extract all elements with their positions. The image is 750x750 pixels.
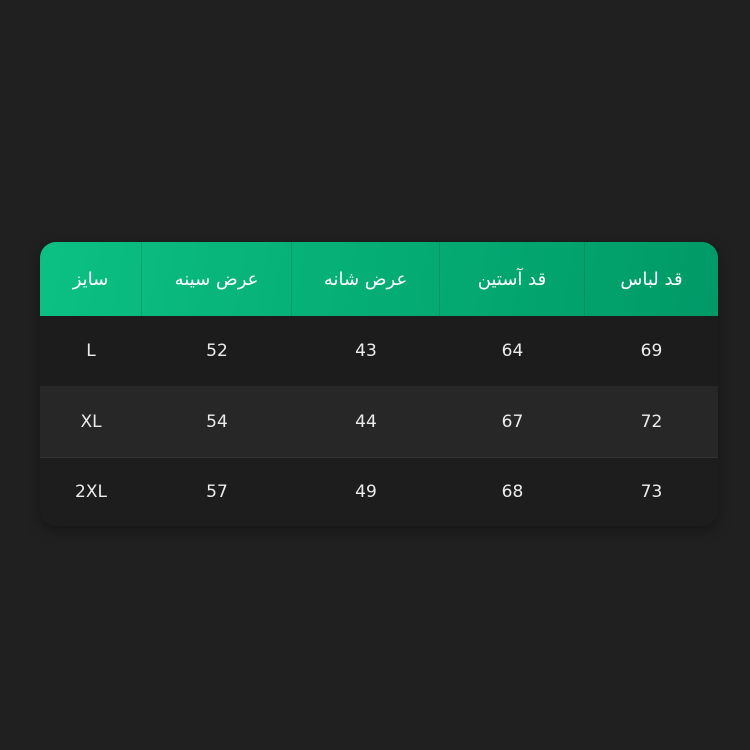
cell-size: XL bbox=[80, 411, 102, 432]
header-garment-length: قد لباس bbox=[620, 268, 683, 290]
cell-size: 2XL bbox=[75, 482, 107, 502]
cell-garment-length: 73 bbox=[640, 482, 663, 502]
table-row: 2XL 57 49 68 73 bbox=[40, 458, 718, 526]
header-size: سایز bbox=[40, 242, 142, 316]
size-chart-table: سایز عرض سینه عرض شانه قد آستین قد لباس … bbox=[40, 242, 718, 526]
cell-chest-width: 54 bbox=[206, 411, 228, 432]
cell-size: L bbox=[86, 341, 96, 361]
table-row: L 52 43 64 69 bbox=[40, 316, 718, 386]
cell-chest-width: 57 bbox=[206, 482, 228, 502]
cell-garment-length: 72 bbox=[640, 411, 663, 432]
cell-garment-length: 69 bbox=[640, 341, 663, 361]
header-sleeve-length: قد آستین bbox=[440, 242, 585, 316]
cell-shoulder-width: 43 bbox=[355, 341, 377, 361]
table-row: XL 54 44 67 72 bbox=[40, 386, 718, 458]
cell-sleeve-length: 64 bbox=[501, 341, 524, 361]
cell-chest-width: 52 bbox=[206, 341, 228, 361]
cell-sleeve-length: 68 bbox=[501, 482, 524, 502]
header-shoulder-width: عرض شانه bbox=[292, 242, 440, 316]
table-header-row: سایز عرض سینه عرض شانه قد آستین قد لباس bbox=[40, 242, 718, 316]
header-chest-width: عرض سینه bbox=[142, 242, 292, 316]
cell-shoulder-width: 44 bbox=[355, 411, 377, 432]
cell-shoulder-width: 49 bbox=[355, 482, 377, 502]
cell-sleeve-length: 67 bbox=[501, 411, 524, 432]
